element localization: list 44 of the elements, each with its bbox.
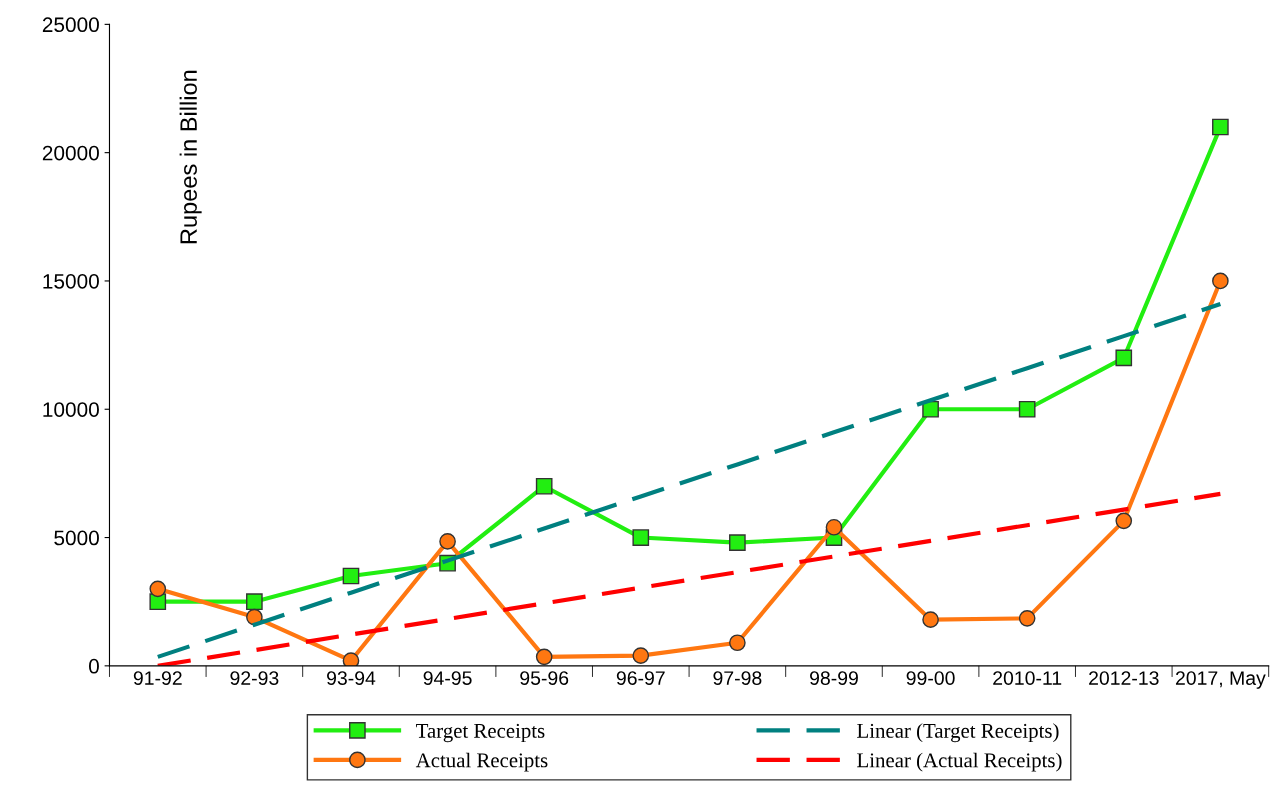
x-tick-label: 98-99 bbox=[810, 671, 858, 685]
x-tick-label: 2010-11 bbox=[993, 671, 1062, 685]
point bbox=[535, 477, 553, 495]
y-tick-label: 20000 bbox=[42, 145, 99, 161]
point bbox=[1212, 272, 1229, 290]
legend-label: Actual Receipts bbox=[415, 752, 548, 772]
x-tick-label: 94-95 bbox=[423, 671, 472, 685]
y-axis-title: Rupees in Billion bbox=[179, 70, 202, 244]
legend-label: Linear (Actual Receipts) bbox=[857, 752, 1062, 772]
point bbox=[1018, 400, 1036, 418]
point bbox=[1115, 349, 1133, 367]
legend-label: Linear (Target Receipts) bbox=[857, 723, 1059, 743]
x-tick-label: 91-92 bbox=[133, 671, 182, 685]
point bbox=[149, 580, 167, 598]
point bbox=[1018, 610, 1036, 627]
x-tick-label: 99-00 bbox=[906, 671, 955, 685]
line-series bbox=[155, 491, 1223, 666]
point bbox=[535, 648, 553, 666]
legend-label: Target Receipts bbox=[416, 723, 545, 743]
point bbox=[922, 611, 939, 628]
x-tick-label: 93-94 bbox=[327, 671, 376, 685]
point bbox=[342, 652, 360, 666]
x-tick-label: 92-93 bbox=[230, 671, 279, 685]
y-tick-label: 10000 bbox=[43, 402, 99, 417]
x-tick-label: 96-97 bbox=[616, 671, 665, 685]
y-tick-label: 25000 bbox=[42, 17, 99, 33]
point bbox=[922, 400, 939, 418]
point bbox=[729, 534, 746, 552]
point bbox=[825, 518, 843, 536]
x-tick-label: 2012-13 bbox=[1089, 671, 1159, 685]
point bbox=[1115, 512, 1133, 530]
point bbox=[632, 529, 650, 546]
point bbox=[439, 533, 456, 550]
point bbox=[729, 634, 746, 652]
y-tick-label: 5000 bbox=[54, 530, 99, 546]
point bbox=[342, 567, 360, 585]
x-tick-label: 95-96 bbox=[520, 671, 569, 685]
y-tick-label: 0 bbox=[88, 658, 99, 674]
x-tick-label: 2017, May bbox=[1175, 671, 1266, 689]
x-tick-label: 97-98 bbox=[713, 671, 762, 685]
point bbox=[632, 647, 650, 664]
y-tick-label: 15000 bbox=[43, 273, 99, 289]
point bbox=[1212, 118, 1229, 136]
point bbox=[246, 593, 263, 611]
